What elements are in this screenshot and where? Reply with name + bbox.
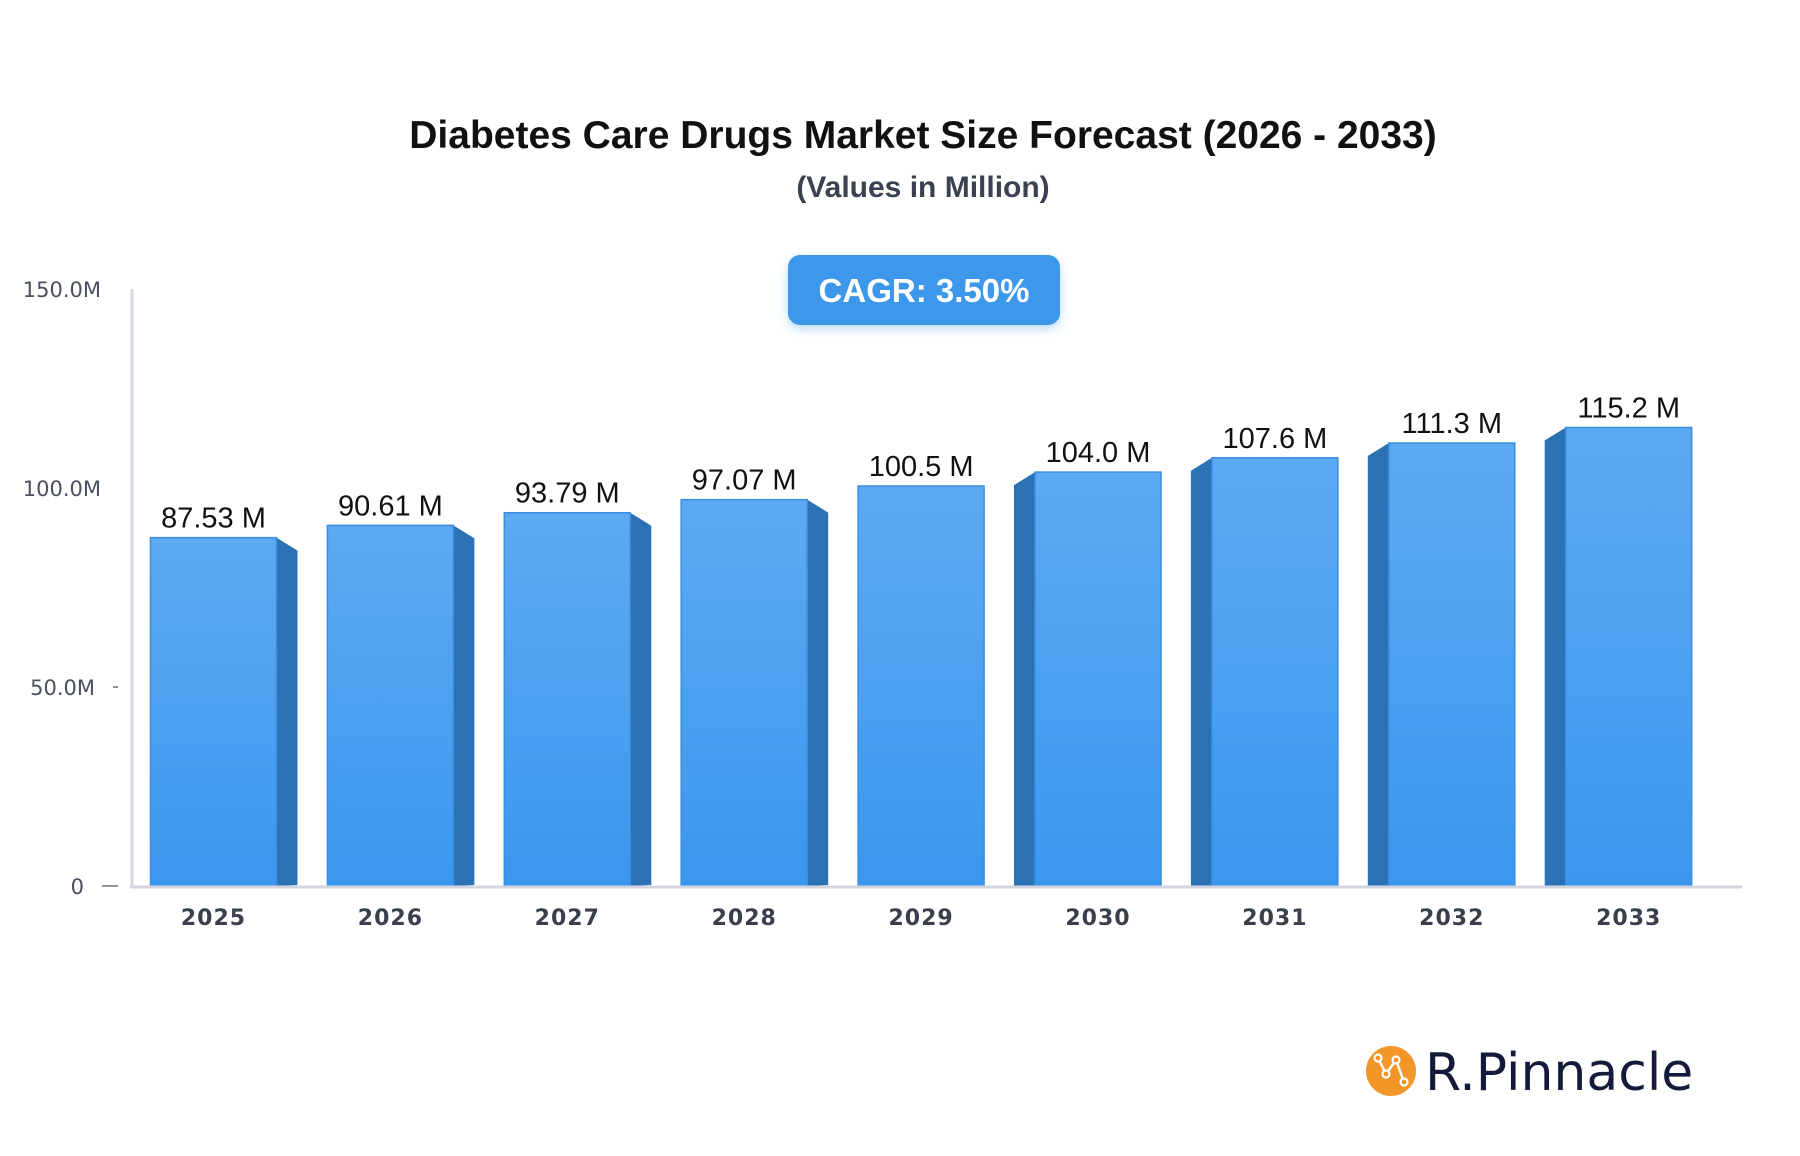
bar-2027: 93.79 M xyxy=(503,478,652,887)
x-tick-label: 2030 xyxy=(1065,906,1130,931)
data-label: 87.53 M xyxy=(161,503,266,535)
bar-2029: 100.5 M xyxy=(857,451,985,887)
bar-side xyxy=(453,525,475,886)
data-label: 111.3 M xyxy=(1402,408,1502,440)
y-tick-label: 100.0M xyxy=(23,477,101,501)
bar-side xyxy=(276,537,298,886)
data-label: 97.07 M xyxy=(692,465,797,497)
x-tick-label: 2028 xyxy=(712,906,777,931)
bar-2026: 90.61 M xyxy=(326,490,475,887)
bar-side xyxy=(1544,427,1566,886)
bar xyxy=(857,485,985,887)
bar-side xyxy=(1014,472,1035,886)
bar xyxy=(326,524,455,887)
x-tick-label: 2025 xyxy=(181,906,246,931)
y-tick-label: 150.0M xyxy=(23,278,101,302)
bar-2031: 107.6 M xyxy=(1190,423,1339,887)
bar xyxy=(680,498,808,887)
bar xyxy=(1388,442,1516,887)
chart-title: Diabetes Care Drugs Market Size Forecast… xyxy=(409,114,1436,157)
bar-side xyxy=(630,512,652,886)
x-tick-label: 2026 xyxy=(358,906,423,931)
x-tick-label: 2029 xyxy=(888,906,953,931)
brand-name: R.Pinnacle xyxy=(1425,1043,1693,1103)
cagr-badge-background xyxy=(788,255,1060,325)
data-label: 104.0 M xyxy=(1046,437,1151,469)
x-tick-label: 2031 xyxy=(1242,906,1307,931)
bar-side xyxy=(807,499,829,886)
cagr-badge: CAGR: 3.50% xyxy=(788,255,1060,325)
bar-2025: 87.53 M xyxy=(149,503,298,887)
chart-line-icon xyxy=(1376,1057,1406,1083)
data-label: 93.79 M xyxy=(515,478,620,510)
x-axis: 2025 2026 2027 2028 2029 2030 2031 2032 2033 xyxy=(130,885,1742,931)
y-axis: 0 50.0M 100.0M 150.0M xyxy=(23,278,134,899)
bar-2032: 111.3 M xyxy=(1367,408,1516,887)
y-tick-label: 0 xyxy=(71,875,84,899)
x-tick-label: 2032 xyxy=(1419,906,1484,931)
data-label: 100.5 M xyxy=(869,451,974,483)
x-tick-label: 2033 xyxy=(1596,906,1661,931)
x-tick-label: 2027 xyxy=(535,906,600,931)
bar-side xyxy=(1367,443,1389,886)
chart-subtitle: (Values in Million) xyxy=(796,171,1049,204)
bar xyxy=(149,536,278,887)
data-label: 115.2 M xyxy=(1577,393,1680,425)
bar xyxy=(1211,457,1339,887)
bar-2030: 104.0 M xyxy=(1014,437,1162,887)
bars: 87.53 M 90.61 M 93.79 M 97.07 M 100.5 M 104.0… xyxy=(149,393,1693,887)
brand-logo: R.Pinnacle xyxy=(1366,1043,1693,1103)
bar xyxy=(503,511,632,887)
data-label: 90.61 M xyxy=(338,490,443,522)
bar-side xyxy=(1190,457,1212,886)
y-tick-label: 50.0M xyxy=(30,676,95,700)
cagr-label: CAGR: 3.50% xyxy=(819,272,1030,309)
bar xyxy=(1564,426,1693,887)
bar-2033: 115.2 M xyxy=(1544,393,1693,887)
bar xyxy=(1034,471,1162,887)
data-label: 107.6 M xyxy=(1223,423,1328,455)
brand-logo-icon xyxy=(1366,1046,1416,1096)
bar-2028: 97.07 M xyxy=(680,465,829,887)
